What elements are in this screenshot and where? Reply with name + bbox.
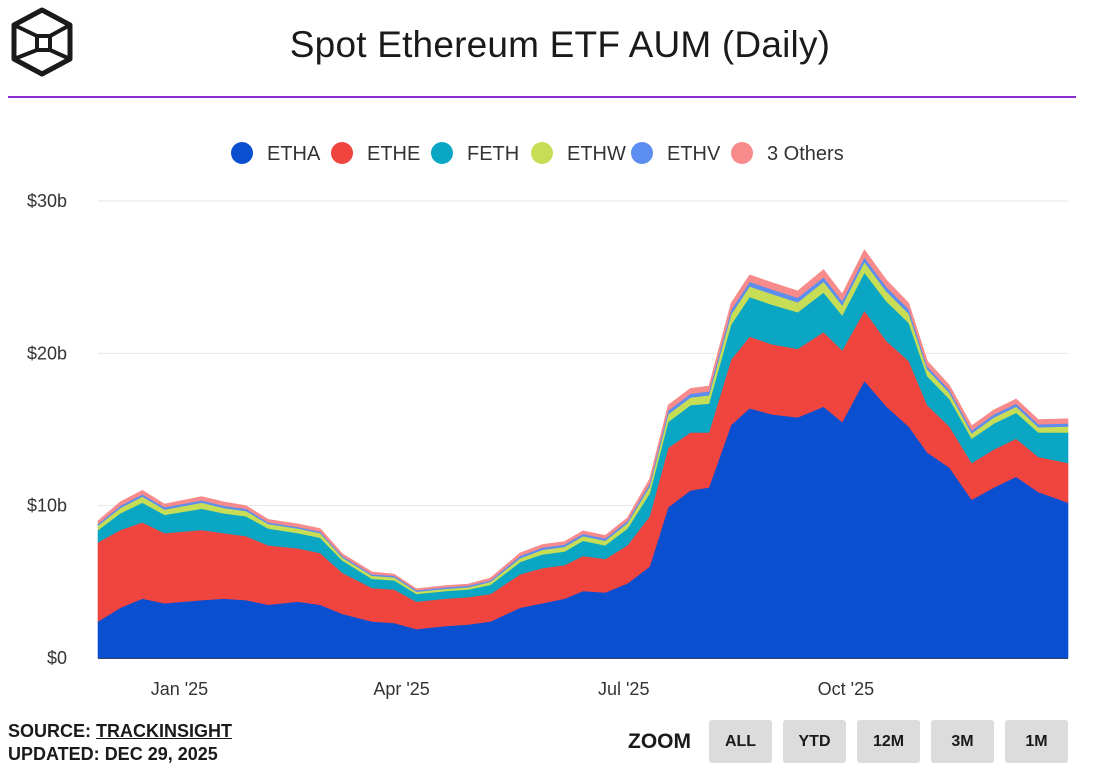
zoom-ytd-button[interactable]: YTD [783,720,846,763]
y-tick-label: $10b [27,496,67,516]
title-divider [8,96,1076,98]
legend-item-3-others[interactable]: 3 Others [731,142,844,165]
x-axis: Jan '25 Apr '25 Jul '25 Oct '25 [151,679,874,699]
legend-item-ethe[interactable]: ETHE [331,142,420,165]
source-line: SOURCE: TRACKINSIGHT [8,720,232,743]
zoom-12m-button[interactable]: 12M [857,720,920,763]
legend: ETHA ETHE FETH ETHW ETHV 3 Others [231,142,844,165]
zoom-1m-button[interactable]: 1M [1005,720,1068,763]
brand-logo-icon [11,7,73,77]
legend-swatch [331,142,353,164]
zoom-all-button[interactable]: ALL [709,720,772,763]
y-tick-label: $20b [27,343,67,363]
zoom-3m-button[interactable]: 3M [931,720,994,763]
legend-label: ETHE [367,143,420,165]
updated-date: DEC 29, 2025 [104,744,218,764]
y-axis: $0 $10b $20b $30b [27,191,1068,668]
source-label: SOURCE: [8,721,92,741]
legend-swatch [531,142,553,164]
y-tick-label: $30b [27,191,67,211]
legend-label: FETH [467,143,519,165]
aum-stacked-area-chart: $0 $10b $20b $30b Jan '25 Apr '25 Jul '25 Oct … [27,142,1069,699]
legend-label: ETHA [267,143,321,165]
updated-line: UPDATED: DEC 29, 2025 [8,743,232,766]
legend-swatch [631,142,653,164]
updated-label: UPDATED: [8,744,100,764]
legend-item-etha[interactable]: ETHA [231,142,321,165]
legend-item-feth[interactable]: FETH [431,142,519,165]
x-tick-label: Oct '25 [818,679,874,699]
zoom-label: ZOOM [628,730,691,753]
legend-swatch [231,142,253,164]
source-footer: SOURCE: TRACKINSIGHT UPDATED: DEC 29, 20… [8,720,232,766]
legend-label: ETHW [567,143,626,165]
x-tick-label: Apr '25 [373,679,429,699]
area-3-others [97,249,1069,591]
legend-label: ETHV [667,143,721,165]
legend-item-ethw[interactable]: ETHW [531,142,626,165]
legend-item-ethv[interactable]: ETHV [631,142,721,165]
y-tick-label: $0 [47,648,67,668]
legend-swatch [731,142,753,164]
legend-swatch [431,142,453,164]
legend-label: 3 Others [767,143,844,165]
series-areas [97,249,1069,659]
page-title: Spot Ethereum ETF AUM (Daily) [289,24,831,65]
x-tick-label: Jul '25 [598,679,649,699]
x-tick-label: Jan '25 [151,679,208,699]
source-link[interactable]: TRACKINSIGHT [96,721,233,741]
